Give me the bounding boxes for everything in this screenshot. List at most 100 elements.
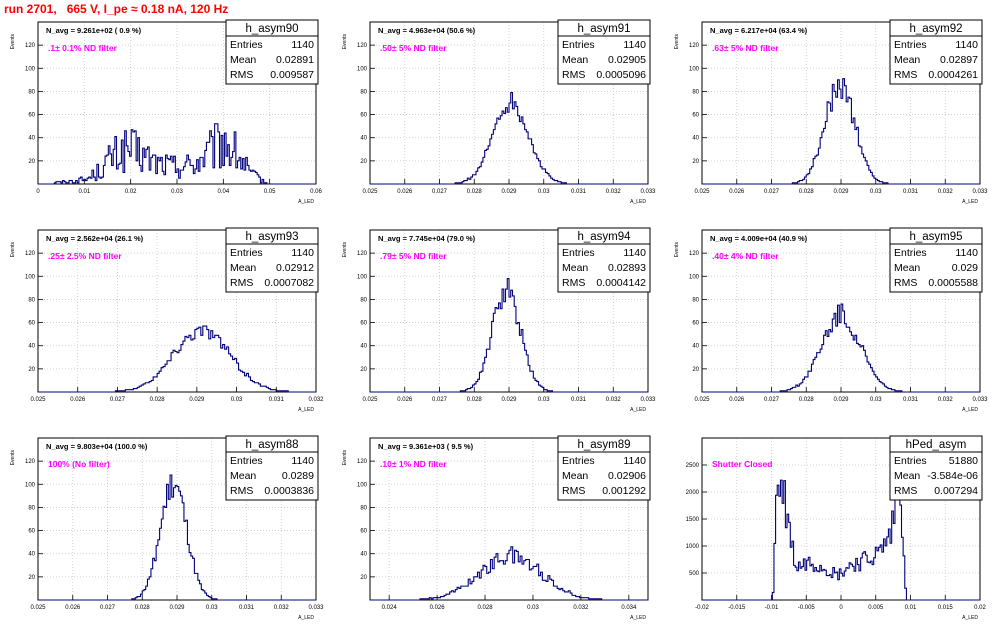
y-tick-label: 100 bbox=[357, 482, 368, 488]
stat-entries-label: Entries bbox=[230, 39, 263, 51]
y-tick-label: 40 bbox=[692, 136, 699, 142]
x-tick-label: 0.025 bbox=[694, 189, 710, 195]
filter-label: .50± 5% ND filter bbox=[380, 43, 447, 53]
y-axis-label: Events bbox=[10, 242, 16, 258]
y-tick-label: 20 bbox=[360, 159, 367, 165]
histogram-name: h_asym92 bbox=[909, 23, 962, 35]
filter-label: .1± 0.1% ND filter bbox=[48, 43, 118, 53]
stat-rms-label: RMS bbox=[894, 485, 917, 497]
stat-entries-value: 51880 bbox=[949, 455, 978, 467]
x-tick-label: 0 bbox=[839, 605, 843, 611]
y-tick-label: 40 bbox=[360, 552, 367, 558]
histogram-svg: 0.025 0.026 0.027 0.028 0.029 0.03 0.031 0.032 0… bbox=[342, 227, 656, 413]
filter-label: Shutter Closed bbox=[712, 459, 772, 469]
y-tick-label: 80 bbox=[360, 89, 367, 95]
x-axis-label: A_LED bbox=[630, 199, 646, 205]
stat-rms-value: 0.0004142 bbox=[596, 277, 646, 289]
stats-box-frame bbox=[889, 19, 983, 85]
stats-box: h_asym90 Entries 1140 Mean 0.02891 RMS 0.00958… bbox=[225, 19, 319, 85]
x-tick-label: 0.031 bbox=[269, 397, 285, 403]
x-tick-label: 0.029 bbox=[169, 605, 185, 611]
x-tick-label: 0.034 bbox=[621, 605, 637, 611]
y-tick-label: 100 bbox=[25, 66, 36, 72]
y-tick-label: 80 bbox=[28, 297, 35, 303]
y-tick-label: 40 bbox=[360, 344, 367, 350]
y-tick-label: 2000 bbox=[686, 490, 700, 496]
histogram-pad: 0.025 0.026 0.027 0.028 0.029 0.03 0.031 0.032 2… bbox=[8, 222, 324, 418]
stats-box: h_asym93 Entries 1140 Mean 0.02912 RMS 0.00070… bbox=[225, 227, 319, 293]
histogram-pad: 0.024 0.026 0.028 0.03 0.032 0.034 20 40 60 80 100… bbox=[340, 430, 656, 626]
y-tick-label: 40 bbox=[28, 344, 35, 350]
x-axis-label: A_LED bbox=[630, 615, 646, 621]
x-tick-label: 0.02 bbox=[974, 605, 986, 611]
x-tick-label: 0.026 bbox=[397, 397, 413, 403]
y-tick-label: 60 bbox=[692, 321, 699, 327]
stat-mean-value: 0.02897 bbox=[940, 54, 978, 66]
x-tick-label: 0.029 bbox=[189, 397, 205, 403]
y-axis-label: Events bbox=[342, 34, 348, 50]
x-tick-label: 0.033 bbox=[972, 189, 988, 195]
histogram-line bbox=[702, 471, 980, 601]
x-tick-label: 0.028 bbox=[478, 605, 494, 611]
x-tick-label: -0.02 bbox=[695, 605, 709, 611]
histogram-pad: 0.025 0.026 0.027 0.028 0.029 0.03 0.031 0.032 0… bbox=[340, 222, 656, 418]
x-axis-label: A_LED bbox=[962, 407, 978, 413]
histogram-svg: 0.025 0.026 0.027 0.028 0.029 0.03 0.031 0.032 0… bbox=[674, 19, 988, 205]
y-tick-label: 20 bbox=[28, 367, 35, 373]
y-tick-label: 1500 bbox=[686, 517, 700, 523]
y-tick-label: 100 bbox=[357, 66, 368, 72]
y-axis-label: Events bbox=[10, 34, 16, 50]
y-tick-label: 80 bbox=[28, 89, 35, 95]
x-tick-label: 0.025 bbox=[30, 605, 46, 611]
filter-label: .79± 5% ND filter bbox=[380, 251, 447, 261]
stat-rms-label: RMS bbox=[230, 277, 253, 289]
n-avg-label: N_avg = 2.562e+04 (26.1 %) bbox=[46, 234, 144, 243]
stats-box: h_asym95 Entries 1140 Mean 0.029 RMS 0.0005588 bbox=[889, 227, 983, 293]
y-axis-label: Events bbox=[674, 242, 680, 258]
x-tick-label: 0.03 bbox=[870, 189, 882, 195]
stat-rms-value: 0.0007082 bbox=[264, 277, 314, 289]
stat-entries-label: Entries bbox=[894, 39, 927, 51]
y-tick-label: 1000 bbox=[686, 544, 700, 550]
histogram-line bbox=[370, 92, 648, 185]
histogram-name: h_asym91 bbox=[577, 23, 630, 35]
stat-entries-value: 1140 bbox=[623, 247, 646, 259]
stat-mean-label: Mean bbox=[562, 54, 588, 66]
stat-entries-value: 1140 bbox=[291, 247, 314, 259]
x-tick-label: 0 bbox=[36, 189, 40, 195]
stat-entries-label: Entries bbox=[894, 455, 927, 467]
stat-rms-value: 0.0003836 bbox=[264, 485, 314, 497]
y-tick-label: 80 bbox=[692, 297, 699, 303]
histogram-pad: 0.025 0.026 0.027 0.028 0.029 0.03 0.031 0.032 0… bbox=[340, 14, 656, 210]
histogram-line bbox=[38, 123, 316, 185]
x-tick-label: 0.05 bbox=[264, 189, 276, 195]
y-tick-label: 60 bbox=[360, 529, 367, 535]
histogram-pad: 0.025 0.026 0.027 0.028 0.029 0.03 0.031 0.032 0… bbox=[672, 222, 988, 418]
stats-box: h_asym91 Entries 1140 Mean 0.02905 RMS 0.00050… bbox=[557, 19, 651, 85]
stat-rms-value: 0.0004261 bbox=[928, 69, 978, 81]
y-tick-label: 80 bbox=[360, 505, 367, 511]
x-tick-label: 0.032 bbox=[308, 397, 324, 403]
stats-box-frame bbox=[225, 435, 319, 501]
n-avg-label: N_avg = 9.361e+03 ( 9.5 %) bbox=[378, 442, 474, 451]
stat-mean-value: -3.584e-06 bbox=[927, 470, 978, 482]
stat-rms-label: RMS bbox=[562, 277, 585, 289]
y-tick-label: 120 bbox=[689, 251, 700, 257]
stat-entries-label: Entries bbox=[562, 39, 595, 51]
stat-rms-label: RMS bbox=[894, 277, 917, 289]
x-tick-label: 0.025 bbox=[362, 397, 378, 403]
stat-entries-label: Entries bbox=[894, 247, 927, 259]
y-axis-label: Events bbox=[342, 450, 348, 466]
stat-mean-value: 0.02893 bbox=[608, 262, 646, 274]
stat-rms-value: 0.001292 bbox=[602, 485, 646, 497]
x-tick-label: 0.033 bbox=[972, 397, 988, 403]
y-tick-label: 500 bbox=[689, 571, 700, 577]
stat-mean-label: Mean bbox=[230, 470, 256, 482]
stats-box: h_asym88 Entries 1140 Mean 0.0289 RMS 0.000383… bbox=[225, 435, 319, 501]
stat-entries-value: 1140 bbox=[291, 455, 314, 467]
histogram-name: h_asym88 bbox=[245, 439, 298, 451]
x-tick-label: 0.026 bbox=[729, 397, 745, 403]
y-tick-label: 60 bbox=[28, 113, 35, 119]
x-tick-label: 0.024 bbox=[382, 605, 398, 611]
stat-rms-value: 0.0005096 bbox=[596, 69, 646, 81]
